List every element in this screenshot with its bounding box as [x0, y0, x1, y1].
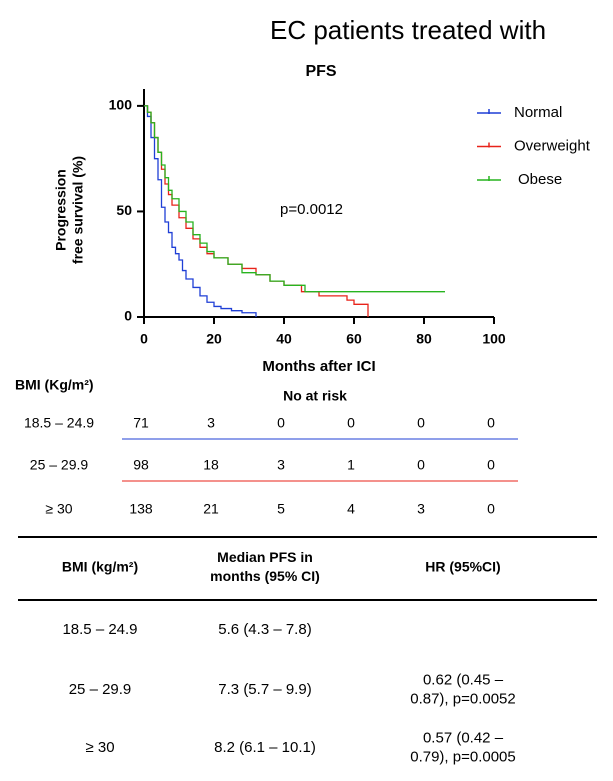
risk-count: 3: [207, 415, 215, 431]
risk-count: 0: [417, 415, 425, 431]
risk-count: 0: [487, 457, 495, 473]
x-tick-label: 60: [346, 331, 362, 347]
y-tick-label: 100: [109, 97, 133, 113]
y-tick-label: 50: [116, 202, 132, 218]
annotation: p=0.0012: [280, 201, 343, 218]
risk-label-header: BMI (Kg/m²): [15, 377, 94, 393]
x-tick-label: 0: [140, 331, 148, 347]
risk-count: 21: [203, 501, 219, 517]
table-cell: 18.5 – 24.9: [62, 621, 137, 638]
risk-row-label: 25 – 29.9: [30, 457, 89, 473]
legend-label: Obese: [518, 171, 562, 188]
risk-count: 1: [347, 457, 355, 473]
risk-count: 0: [347, 415, 355, 431]
risk-count: 3: [277, 457, 285, 473]
table-cell: 8.2 (6.1 – 10.1): [214, 739, 316, 756]
y-axis-label: Progression: [53, 169, 69, 251]
table-cell: 0.79), p=0.0005: [410, 748, 516, 765]
x-tick-label: 20: [206, 331, 222, 347]
risk-count: 138: [129, 501, 153, 517]
survival-curve: [144, 105, 257, 317]
page-title: EC patients treated with: [270, 15, 546, 45]
survival-curve: [144, 105, 445, 293]
risk-row-label: 18.5 – 24.9: [24, 415, 94, 431]
risk-count: 0: [487, 415, 495, 431]
risk-count: 18: [203, 457, 219, 473]
table-header: HR (95%CI): [425, 559, 500, 575]
table-header: BMI (kg/m²): [62, 559, 138, 575]
table-header: months (95% CI): [210, 568, 320, 584]
table-header: Median PFS in: [217, 549, 313, 565]
x-tick-label: 80: [416, 331, 432, 347]
risk-count: 98: [133, 457, 149, 473]
risk-count: 4: [347, 501, 355, 517]
table-cell: 5.6 (4.3 – 7.8): [218, 621, 311, 638]
x-axis-label: Months after ICI: [262, 358, 375, 375]
table-cell: ≥ 30: [85, 739, 114, 756]
risk-count: 0: [417, 457, 425, 473]
y-tick-label: 0: [124, 308, 132, 324]
legend-label: Normal: [514, 104, 562, 121]
risk-count: 0: [487, 501, 495, 517]
table-cell: 0.87), p=0.0052: [410, 690, 516, 707]
table-cell: 25 – 29.9: [69, 681, 132, 698]
table-cell: 0.57 (0.42 –: [423, 729, 504, 746]
chart-title: PFS: [305, 63, 336, 80]
risk-count: 3: [417, 501, 425, 517]
table-cell: 7.3 (5.7 – 9.9): [218, 681, 311, 698]
risk-count: 5: [277, 501, 285, 517]
legend-label: Overweight: [514, 137, 591, 154]
table-cell: 0.62 (0.45 –: [423, 671, 504, 688]
risk-count: 0: [277, 415, 285, 431]
risk-title: No at risk: [283, 388, 347, 404]
risk-row-label: ≥ 30: [45, 501, 72, 517]
x-tick-label: 100: [482, 331, 506, 347]
x-tick-label: 40: [276, 331, 292, 347]
risk-count: 71: [133, 415, 149, 431]
y-axis-label: free survival (%): [70, 156, 86, 264]
